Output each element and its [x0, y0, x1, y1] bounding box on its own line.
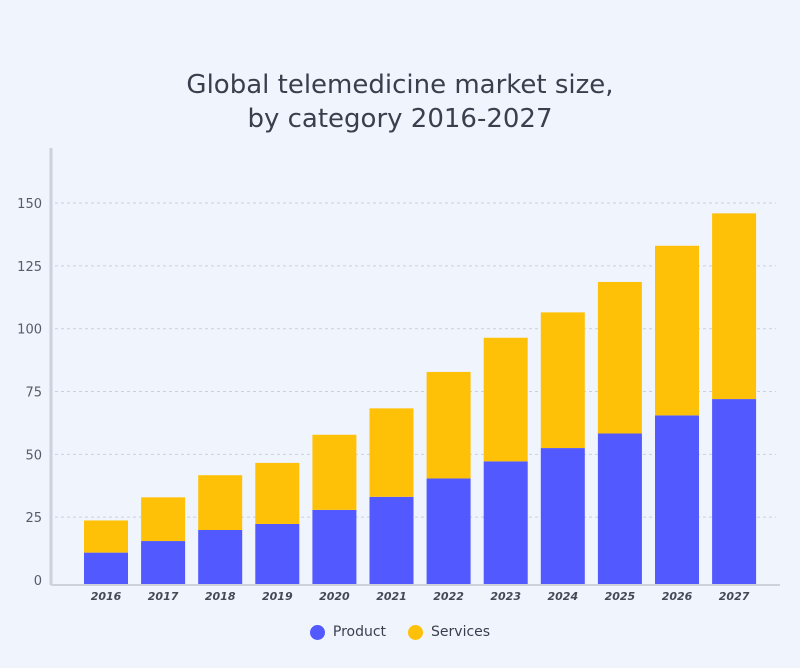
- y-tick-label: 150: [17, 197, 42, 212]
- x-tick-label: 2024: [547, 590, 578, 603]
- product-swatch: [309, 624, 325, 640]
- x-tick-label: 2020: [319, 590, 350, 603]
- x-tick-label: 2016: [91, 590, 122, 603]
- bar-services-2019: [255, 462, 300, 524]
- y-tick-label: 125: [17, 260, 42, 275]
- bar-product-2025: [597, 433, 642, 584]
- bar-product-2017: [141, 541, 186, 584]
- bar-product-2016: [84, 552, 128, 584]
- x-tick-label: 2025: [605, 590, 636, 603]
- y-tick-label: 50: [25, 448, 42, 463]
- chart-title-line-1: Global telemedicine market size,: [186, 70, 614, 100]
- bar-product-2022: [426, 478, 471, 584]
- x-tick-label: 2019: [262, 590, 293, 603]
- bar-services-2024: [540, 312, 585, 449]
- x-tick-label: 2021: [376, 590, 407, 603]
- bar-services-2026: [655, 245, 699, 416]
- bar-services-2027: [712, 213, 757, 400]
- x-tick-label: 2027: [719, 590, 750, 603]
- bar-services-2022: [426, 371, 471, 479]
- chart-title: Global telemedicine market size, by cate…: [0, 68, 800, 136]
- x-tick-label: 2022: [433, 590, 464, 603]
- bar-services-2021: [369, 408, 414, 497]
- y-tick-label: 75: [25, 386, 42, 401]
- bar-services-2023: [483, 337, 528, 462]
- bar-product-2027: [712, 399, 757, 584]
- bar-product-2023: [483, 461, 528, 584]
- x-tick-label: 2023: [490, 590, 521, 603]
- legend: Product Services: [0, 624, 800, 640]
- bar-product-2021: [369, 496, 414, 584]
- bar-services-2017: [141, 497, 186, 542]
- bar-services-2020: [312, 434, 357, 510]
- bar-product-2020: [312, 509, 357, 584]
- x-tick-label: 2018: [205, 590, 236, 603]
- legend-item-product: Product: [309, 624, 387, 640]
- bar-product-2018: [198, 529, 243, 584]
- chart-title-line-2: by category 2016-2027: [247, 104, 553, 134]
- legend-label-services: Services: [431, 624, 491, 640]
- bar-services-2018: [198, 475, 243, 530]
- y-tick-label: 0: [34, 574, 42, 589]
- y-tick-label: 100: [17, 323, 42, 338]
- bar-services-2016: [84, 520, 128, 553]
- services-swatch: [408, 624, 424, 640]
- x-tick-label: 2026: [662, 590, 693, 603]
- legend-label-product: Product: [332, 624, 387, 640]
- bar-services-2025: [597, 281, 642, 434]
- x-tick-label: 2017: [148, 590, 179, 603]
- legend-item-services: Services: [408, 624, 490, 640]
- y-tick-label: 25: [25, 511, 42, 526]
- bar-product-2024: [540, 448, 585, 584]
- bar-product-2026: [655, 415, 699, 584]
- bar-product-2019: [255, 523, 300, 584]
